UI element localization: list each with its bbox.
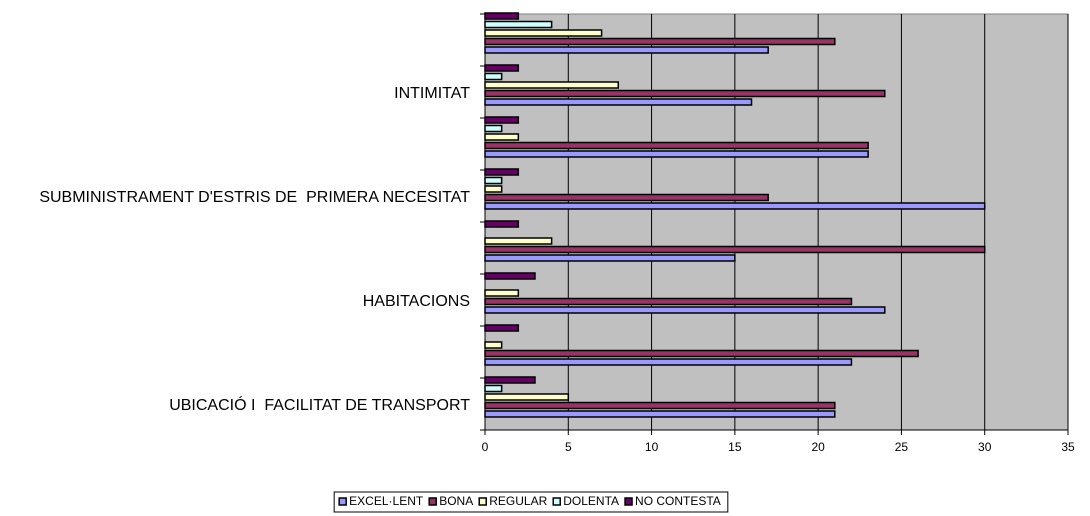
category-text: UBICACIÓ I FACILITAT DE TRANSPORT (169, 397, 470, 414)
bar (484, 46, 769, 54)
legend-swatch (428, 497, 437, 506)
x-tick-label: 20 (811, 440, 825, 454)
legend-swatch (624, 497, 633, 506)
bar (484, 72, 503, 81)
bar (484, 150, 869, 158)
category-text: INTIMITAT (394, 85, 470, 102)
x-tick-label: 0 (482, 440, 489, 454)
bar (484, 324, 520, 332)
category-text: HABITACIONS (362, 293, 470, 310)
bar (484, 12, 520, 20)
x-tick-label: 35 (1061, 440, 1075, 454)
bar (484, 98, 753, 106)
bar (484, 81, 620, 89)
x-tick-label: 30 (978, 440, 992, 454)
bar (484, 202, 986, 210)
bar (484, 358, 853, 366)
x-tick-label: 25 (895, 440, 909, 454)
bar (484, 20, 553, 29)
category-label: HABITACIONS (0, 291, 470, 313)
bar (484, 29, 603, 37)
bar (484, 116, 520, 124)
x-tick-label: 15 (728, 440, 742, 454)
category-text: SUBMINISTRAMENT D'ESTRIS DE PRIMERA NECE… (39, 189, 470, 206)
bar (484, 124, 503, 133)
category-label: UBICACIÓ I FACILITAT DE TRANSPORT (0, 395, 470, 417)
bar (484, 393, 570, 401)
bar (484, 133, 520, 141)
bar (484, 141, 869, 150)
bar (484, 89, 886, 98)
legend-label: REGULAR (489, 494, 547, 508)
bar (484, 341, 503, 349)
bar (484, 176, 503, 185)
legend-label: DOLENTA (563, 494, 619, 508)
x-tick-label: 10 (645, 440, 659, 454)
bar (484, 193, 769, 202)
x-tick-label: 5 (565, 440, 572, 454)
legend-label: BONA (439, 494, 473, 508)
legend-label: NO CONTESTA (635, 494, 721, 508)
category-label: INTIMITAT (0, 83, 470, 105)
bar (484, 376, 536, 384)
bar (484, 306, 886, 314)
bar (484, 220, 520, 228)
legend-swatch (552, 497, 561, 506)
bar (484, 410, 836, 418)
bar (484, 254, 736, 262)
bar (484, 168, 520, 176)
legend: EXCEL·LENT BONA REGULAR DOLENTA NO CONTESTA (333, 491, 729, 513)
bar (484, 384, 503, 393)
legend-box (333, 491, 729, 513)
bar (484, 37, 836, 46)
bar (484, 289, 520, 297)
bar (484, 245, 986, 254)
category-label: SUBMINISTRAMENT D'ESTRIS DE PRIMERA NECE… (0, 187, 470, 209)
legend-swatch (338, 497, 347, 506)
bar (484, 237, 553, 245)
legend-label: EXCEL·LENT (349, 494, 424, 508)
bar (484, 185, 503, 193)
bar (484, 401, 836, 410)
bar (484, 297, 853, 306)
bar (484, 272, 536, 280)
plot-area (484, 13, 1069, 431)
legend-swatch (478, 497, 487, 506)
bar (484, 349, 919, 358)
bar (484, 64, 520, 72)
